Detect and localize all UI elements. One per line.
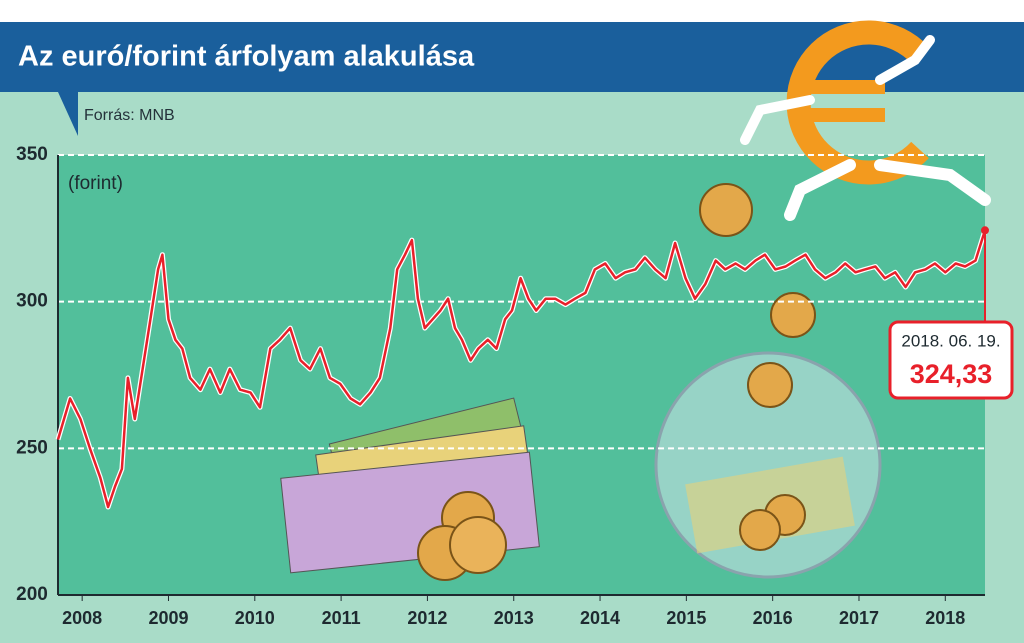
euro-runner-decoration xyxy=(740,20,991,221)
y-axis-label: (forint) xyxy=(68,173,123,194)
x-tick-label: 2008 xyxy=(62,608,102,628)
x-tick-label: 2016 xyxy=(753,608,793,628)
annotation-date: 2018. 06. 19. xyxy=(901,331,1000,350)
y-tick-label: 250 xyxy=(16,437,48,458)
x-tick-label: 2010 xyxy=(235,608,275,628)
annotation-box xyxy=(888,320,1014,400)
x-tick-label: 2013 xyxy=(494,608,534,628)
source: Forrás: MNB xyxy=(84,107,175,124)
x-tick-label: 2017 xyxy=(839,608,879,628)
chart-title: Az euró/forint árfolyam alakulása xyxy=(18,41,475,73)
marks xyxy=(55,226,989,510)
y-tick-label: 200 xyxy=(16,584,48,605)
x-tick-label: 2011 xyxy=(322,608,361,628)
x-tick-label: 2018 xyxy=(925,608,965,628)
title-notch xyxy=(58,92,78,136)
y-tick-label: 350 xyxy=(16,144,48,165)
x-tick-label: 2014 xyxy=(580,608,620,628)
y-tick-label: 300 xyxy=(16,291,48,312)
bowl-decoration xyxy=(654,183,882,579)
axes: 200 250 300 350 2008 2009 2010 2011 2012 2013 2014… xyxy=(16,144,985,628)
x-tick-label: 2015 xyxy=(666,608,706,628)
annotation-point xyxy=(981,226,989,235)
line xyxy=(56,229,987,509)
annotation-value: 324,33 xyxy=(910,359,993,389)
banknotes-decoration xyxy=(280,397,540,581)
x-tick-label: 2012 xyxy=(407,608,447,628)
x-tick-label: 2009 xyxy=(148,608,188,628)
